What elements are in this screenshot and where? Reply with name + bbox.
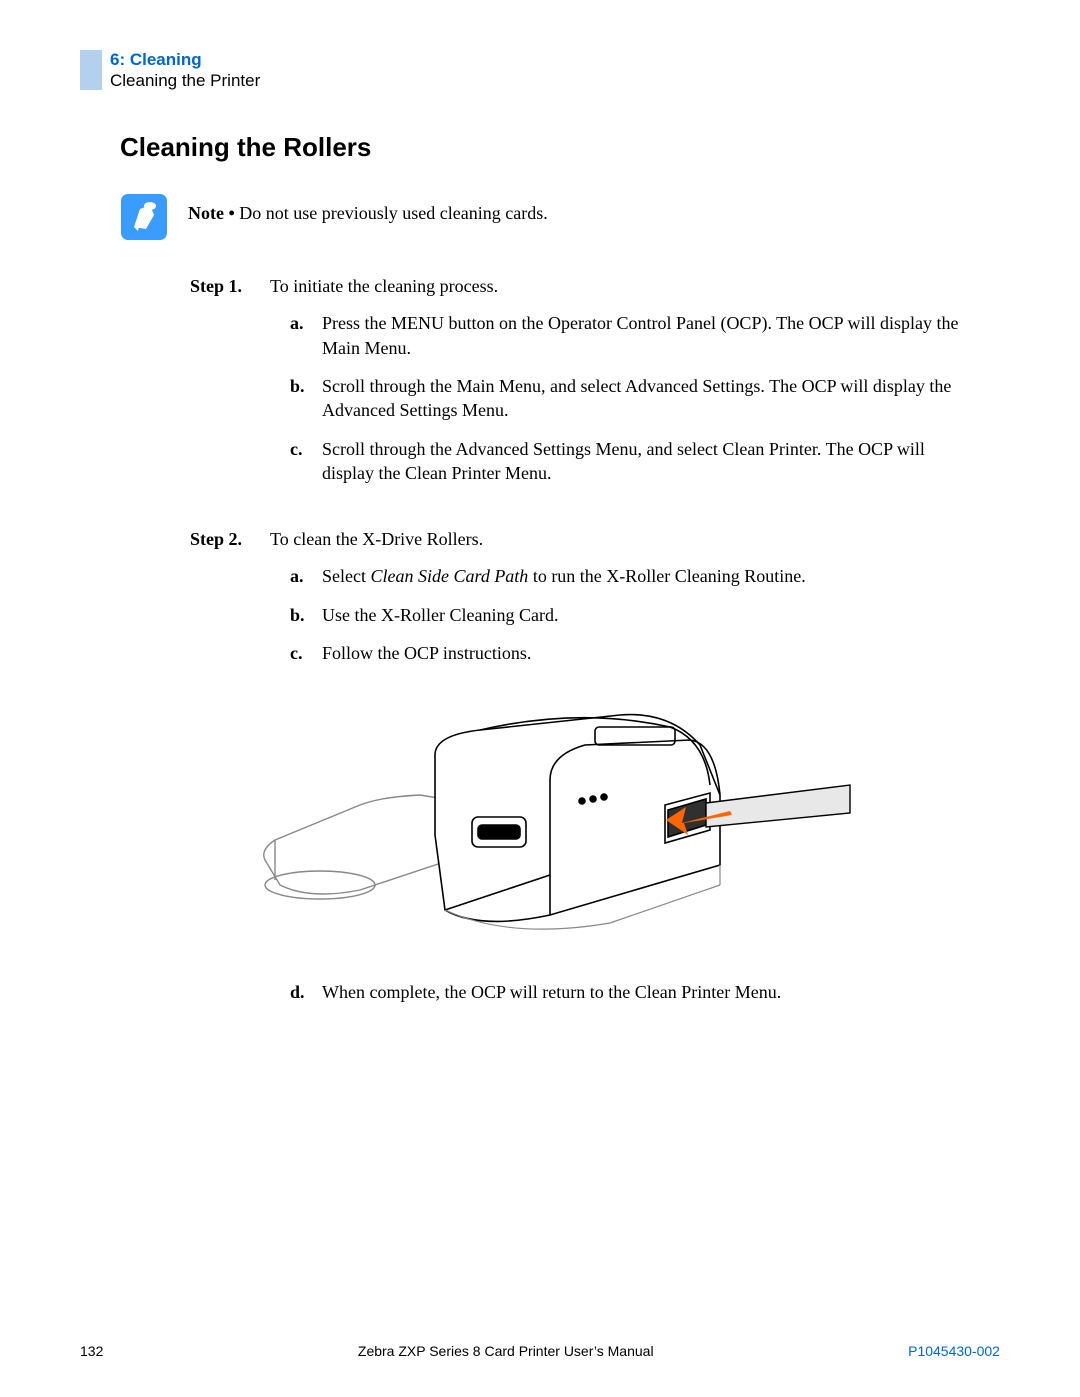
sub-letter: c. xyxy=(290,437,310,486)
footer-docid: P1045430-002 xyxy=(908,1343,1000,1359)
note-body: Do not use previously used cleaning card… xyxy=(235,203,548,223)
sub-letter: b. xyxy=(290,603,310,627)
step-1-line: Step 1. To initiate the cleaning process… xyxy=(190,276,960,297)
list-item: b. Use the X-Roller Cleaning Card. xyxy=(290,603,960,627)
chapter-title: 6: Cleaning xyxy=(110,50,1000,70)
sub-text: Scroll through the Main Menu, and select… xyxy=(322,374,960,423)
step-2-label: Step 2. xyxy=(190,529,256,550)
step-2-line: Step 2. To clean the X-Drive Rollers. xyxy=(190,529,960,550)
note-text: Note • Do not use previously used cleani… xyxy=(188,193,548,224)
step-2-sublist: a. Select Clean Side Card Path to run th… xyxy=(290,564,960,665)
note-label: Note • xyxy=(188,203,235,223)
section-subtitle: Cleaning the Printer xyxy=(110,70,1000,92)
sub-text: Select Clean Side Card Path to run the X… xyxy=(322,564,806,588)
sub-text: Use the X-Roller Cleaning Card. xyxy=(322,603,558,627)
section-heading: Cleaning the Rollers xyxy=(120,132,1000,163)
note-icon xyxy=(120,193,168,246)
step-1: Step 1. To initiate the cleaning process… xyxy=(190,276,960,485)
note-block: Note • Do not use previously used cleani… xyxy=(120,193,1000,246)
step-2-text: To clean the X-Drive Rollers. xyxy=(270,529,483,550)
printer-figure xyxy=(250,685,1000,950)
list-item: a. Select Clean Side Card Path to run th… xyxy=(290,564,960,588)
step-1-text: To initiate the cleaning process. xyxy=(270,276,498,297)
step-2-sublist-after: d. When complete, the OCP will return to… xyxy=(290,980,960,1004)
step-1-sublist: a. Press the MENU button on the Operator… xyxy=(290,311,960,485)
list-item: d. When complete, the OCP will return to… xyxy=(290,980,960,1004)
header-accent-bar xyxy=(80,50,102,90)
sub-text: Press the MENU button on the Operator Co… xyxy=(322,311,960,360)
sub-letter: b. xyxy=(290,374,310,423)
step-2: Step 2. To clean the X-Drive Rollers. a.… xyxy=(190,529,960,665)
footer-title: Zebra ZXP Series 8 Card Printer User’s M… xyxy=(358,1343,654,1359)
sub-letter: a. xyxy=(290,564,310,588)
sub-italic: Clean Side Card Path xyxy=(370,566,528,586)
sub-letter: c. xyxy=(290,641,310,665)
sub-text: Scroll through the Advanced Settings Men… xyxy=(322,437,960,486)
sub-letter: d. xyxy=(290,980,310,1004)
sub-text: When complete, the OCP will return to th… xyxy=(322,980,781,1004)
sub-text: Follow the OCP instructions. xyxy=(322,641,531,665)
page-header: 6: Cleaning Cleaning the Printer xyxy=(80,50,1000,92)
sub-prefix: Select xyxy=(322,566,370,586)
sub-letter: a. xyxy=(290,311,310,360)
page-footer: 132 Zebra ZXP Series 8 Card Printer User… xyxy=(80,1343,1000,1359)
list-item: b. Scroll through the Main Menu, and sel… xyxy=(290,374,960,423)
page-number: 132 xyxy=(80,1343,103,1359)
list-item: c. Scroll through the Advanced Settings … xyxy=(290,437,960,486)
step-1-label: Step 1. xyxy=(190,276,256,297)
list-item: c. Follow the OCP instructions. xyxy=(290,641,960,665)
list-item: a. Press the MENU button on the Operator… xyxy=(290,311,960,360)
step-2d: d. When complete, the OCP will return to… xyxy=(190,980,960,1004)
sub-suffix: to run the X-Roller Cleaning Routine. xyxy=(528,566,805,586)
